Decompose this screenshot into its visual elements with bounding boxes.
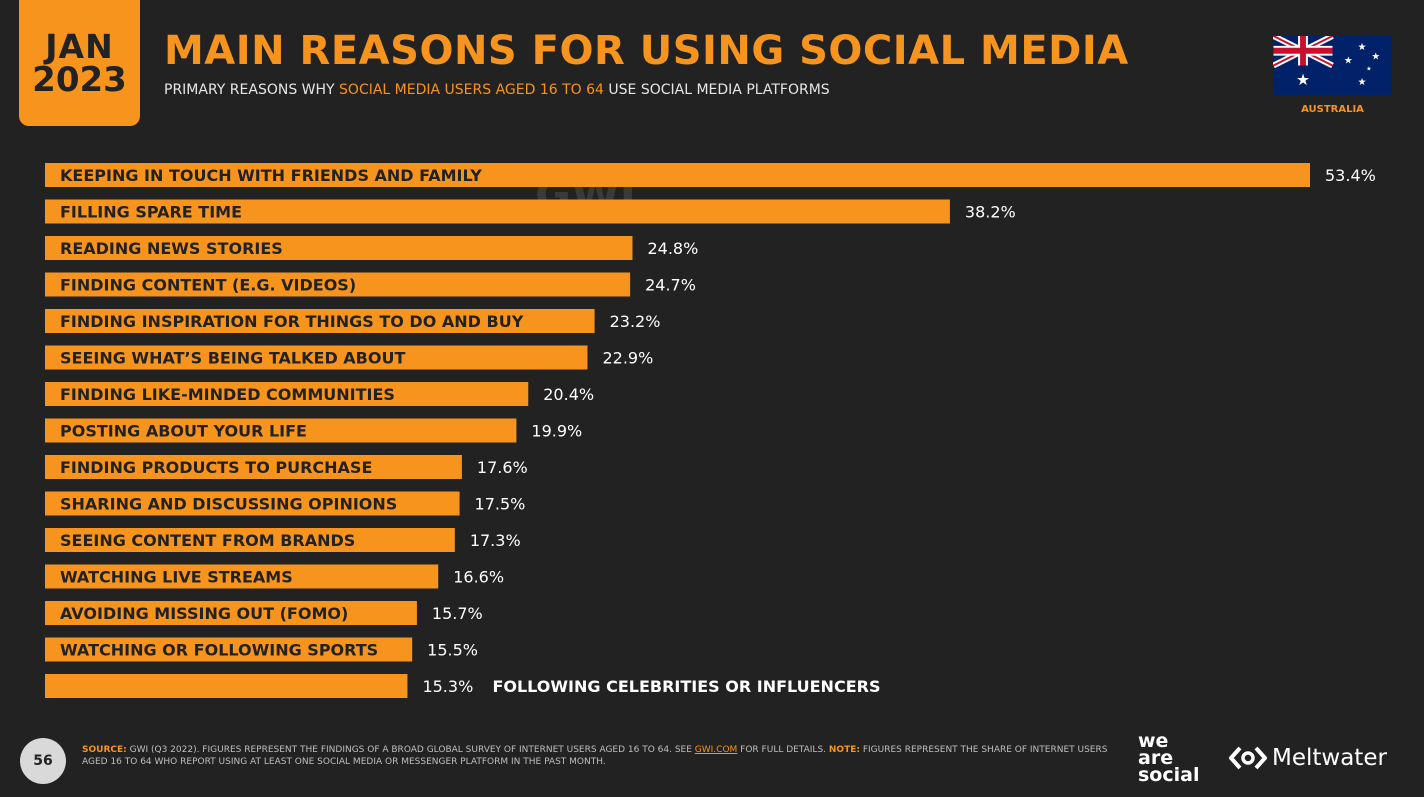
- bar: [45, 382, 529, 406]
- bar: [45, 564, 439, 589]
- bar: [45, 236, 633, 260]
- date-month: JAN: [45, 26, 114, 66]
- category-label: SEEING WHAT’S BEING TALKED ABOUT: [60, 349, 405, 368]
- bar: [45, 345, 588, 370]
- category-label: KEEPING IN TOUCH WITH FRIENDS AND FAMILY: [60, 166, 482, 185]
- date-year: 2023: [32, 59, 127, 100]
- svg-text:★: ★: [1371, 52, 1380, 63]
- logo-line-2: are: [1138, 747, 1174, 769]
- value-label: 17.5%: [475, 495, 526, 514]
- bar: [45, 455, 462, 479]
- page-subtitle: PRIMARY REASONS WHY SOCIAL MEDIA USERS A…: [164, 82, 830, 98]
- bar: [45, 163, 1310, 187]
- value-label: 16.6%: [453, 568, 504, 587]
- bar: [45, 309, 595, 333]
- note-text: FIGURES REPRESENT THE SHARE OF INTERNET …: [82, 745, 1108, 767]
- category-label: WATCHING OR FOLLOWING SPORTS: [60, 641, 378, 660]
- logo-line-1: we: [1138, 730, 1169, 752]
- bar: [45, 601, 417, 625]
- category-label: FOLLOWING CELEBRITIES OR INFLUENCERS: [492, 677, 880, 696]
- we-are-social-logo: we are social: [1138, 730, 1200, 786]
- category-label: WATCHING LIVE STREAMS: [60, 568, 293, 587]
- footer-source: SOURCE: GWI (Q3 2022). FIGURES REPRESENT…: [82, 744, 1112, 768]
- source-link[interactable]: GWI.COM: [694, 745, 738, 755]
- svg-text:★: ★: [1344, 56, 1353, 67]
- value-label: 15.3%: [422, 677, 473, 696]
- bar: [45, 272, 631, 297]
- subtitle-post: USE SOCIAL MEDIA PLATFORMS: [603, 82, 830, 98]
- value-label: 19.9%: [531, 422, 582, 441]
- bar: [45, 491, 460, 516]
- category-label: SEEING CONTENT FROM BRANDS: [60, 531, 355, 550]
- category-label: READING NEWS STORIES: [60, 239, 283, 258]
- value-label: 22.9%: [602, 349, 653, 368]
- category-label: POSTING ABOUT YOUR LIFE: [60, 422, 307, 441]
- category-label: FINDING INSPIRATION FOR THINGS TO DO AND…: [60, 312, 524, 331]
- meltwater-mark-icon: [1229, 746, 1267, 770]
- logo-line-3: social: [1138, 764, 1200, 786]
- bar: [45, 199, 950, 224]
- value-label: 24.8%: [647, 239, 698, 258]
- category-label: AVOIDING MISSING OUT (FOMO): [60, 604, 348, 623]
- source-label: SOURCE:: [82, 745, 127, 755]
- bar: [45, 528, 455, 552]
- country-label: AUSTRALIA: [1301, 104, 1364, 115]
- category-label: FILLING SPARE TIME: [60, 203, 242, 222]
- svg-text:★: ★: [1296, 70, 1310, 89]
- meltwater-wordmark: Meltwater: [1272, 745, 1387, 771]
- note-label: NOTE:: [828, 745, 860, 755]
- svg-text:★: ★: [1366, 65, 1371, 72]
- australia-flag-icon: ★ ★ ★ ★ ★ ★: [1273, 36, 1392, 95]
- value-label: 15.7%: [432, 604, 483, 623]
- source-text-2: FOR FULL DETAILS.: [737, 745, 829, 755]
- value-label: 23.2%: [610, 312, 661, 331]
- value-label: 20.4%: [543, 385, 594, 404]
- date-badge: JAN 2023: [19, 0, 140, 126]
- meltwater-logo: Meltwater: [1228, 745, 1387, 771]
- value-label: 17.6%: [477, 458, 528, 477]
- svg-text:★: ★: [1358, 42, 1367, 53]
- source-text: GWI (Q3 2022). FIGURES REPRESENT THE FIN…: [126, 745, 695, 755]
- value-label: 17.3%: [470, 531, 521, 550]
- bar: [45, 637, 413, 662]
- bar-chart: GWI. 53.4%KEEPING IN TOUCH WITH FRIENDS A…: [45, 163, 1376, 698]
- value-label: 15.5%: [427, 641, 478, 660]
- category-label: SHARING AND DISCUSSING OPINIONS: [60, 495, 397, 514]
- bar: [45, 674, 408, 698]
- category-label: FINDING LIKE-MINDED COMMUNITIES: [60, 385, 395, 404]
- page-number: 56: [20, 738, 66, 784]
- category-label: FINDING CONTENT (E.G. VIDEOS): [60, 276, 356, 295]
- value-label: 24.7%: [645, 276, 696, 295]
- category-label: FINDING PRODUCTS TO PURCHASE: [60, 458, 372, 477]
- subtitle-pre: PRIMARY REASONS WHY: [164, 82, 340, 98]
- page-title: MAIN REASONS FOR USING SOCIAL MEDIA: [164, 28, 1129, 74]
- value-label: 53.4%: [1325, 166, 1376, 185]
- svg-text:★: ★: [1358, 77, 1367, 88]
- value-label: 38.2%: [965, 203, 1016, 222]
- bar: [45, 418, 517, 443]
- subtitle-highlight: SOCIAL MEDIA USERS AGED 16 TO 64: [339, 82, 604, 98]
